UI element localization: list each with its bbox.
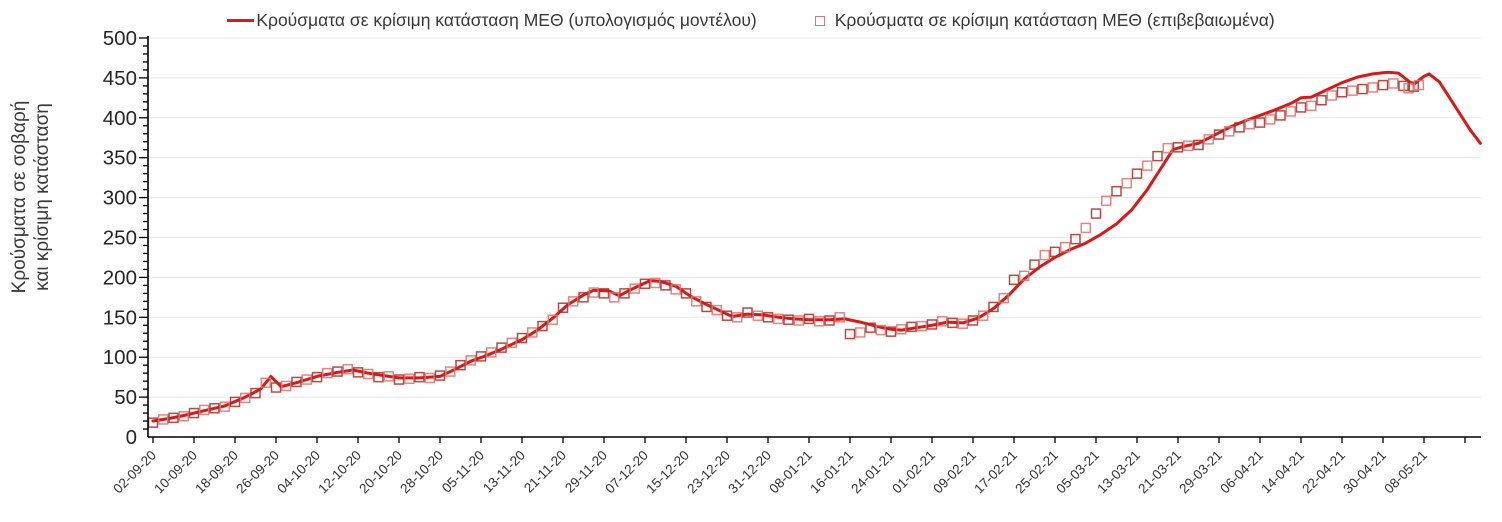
legend-item-model: Κρούσματα σε κρίσιμη κατάσταση ΜΕΘ (υπολ… [227,10,757,31]
svg-text:30-04-21: 30-04-21 [1340,448,1389,497]
svg-text:24-01-21: 24-01-21 [848,448,897,497]
svg-text:50: 50 [114,386,137,409]
svg-text:29-03-21: 29-03-21 [1176,448,1225,497]
svg-text:04-10-20: 04-10-20 [274,448,323,497]
y-axis-title-line2: και κρίσιμη κατάσταση [32,103,54,291]
legend: Κρούσματα σε κρίσιμη κατάσταση ΜΕΘ (υπολ… [0,10,1502,31]
y-axis-title: Κρούσματα σε σοβαρή και κρίσιμη κατάστασ… [8,81,56,313]
svg-text:26-09-20: 26-09-20 [233,448,282,497]
svg-text:100: 100 [103,346,137,369]
svg-text:23-12-20: 23-12-20 [684,448,733,497]
svg-text:350: 350 [103,147,137,170]
confirmed-square-swatch-icon [814,15,825,26]
svg-text:12-10-20: 12-10-20 [315,448,364,497]
svg-text:17-02-21: 17-02-21 [971,448,1020,497]
svg-text:13-03-21: 13-03-21 [1094,448,1143,497]
y-axis-title-line1: Κρούσματα σε σοβαρή [9,100,30,294]
svg-text:10-09-20: 10-09-20 [151,448,200,497]
svg-text:20-10-20: 20-10-20 [356,448,405,497]
svg-text:200: 200 [103,266,137,289]
svg-text:25-02-21: 25-02-21 [1012,448,1061,497]
svg-text:09-02-21: 09-02-21 [930,448,979,497]
svg-text:0: 0 [126,426,137,449]
svg-text:06-04-21: 06-04-21 [1217,448,1266,497]
svg-text:500: 500 [103,27,137,50]
svg-text:400: 400 [103,107,137,130]
svg-text:07-12-20: 07-12-20 [602,448,651,497]
svg-text:300: 300 [103,187,137,210]
svg-text:08-01-21: 08-01-21 [766,448,815,497]
svg-text:16-01-21: 16-01-21 [807,448,856,497]
svg-text:13-11-20: 13-11-20 [480,448,528,496]
svg-text:21-03-21: 21-03-21 [1135,448,1184,497]
svg-text:05-03-21: 05-03-21 [1053,448,1102,497]
svg-text:28-10-20: 28-10-20 [397,448,446,497]
svg-text:250: 250 [103,227,137,250]
svg-text:450: 450 [103,67,137,90]
svg-text:150: 150 [103,306,137,329]
svg-text:18-09-20: 18-09-20 [192,448,241,497]
svg-text:01-02-21: 01-02-21 [889,448,938,497]
svg-text:31-12-20: 31-12-20 [725,448,774,497]
svg-text:15-12-20: 15-12-20 [643,448,692,497]
svg-text:08-05-21: 08-05-21 [1381,448,1430,497]
svg-text:02-09-20: 02-09-20 [110,448,159,497]
svg-text:29-11-20: 29-11-20 [562,448,610,496]
legend-confirmed-label: Κρούσματα σε κρίσιμη κατάσταση ΜΕΘ (επιβ… [834,10,1275,30]
model-line-swatch-icon [227,19,255,22]
svg-text:21-11-20: 21-11-20 [521,448,569,496]
svg-text:14-04-21: 14-04-21 [1258,448,1307,497]
svg-text:05-11-20: 05-11-20 [439,448,487,496]
legend-item-confirmed: Κρούσματα σε κρίσιμη κατάσταση ΜΕΘ (επιβ… [814,10,1275,31]
svg-text:22-04-21: 22-04-21 [1299,448,1348,497]
legend-model-label: Κρούσματα σε κρίσιμη κατάσταση ΜΕΘ (υπολ… [256,10,757,30]
